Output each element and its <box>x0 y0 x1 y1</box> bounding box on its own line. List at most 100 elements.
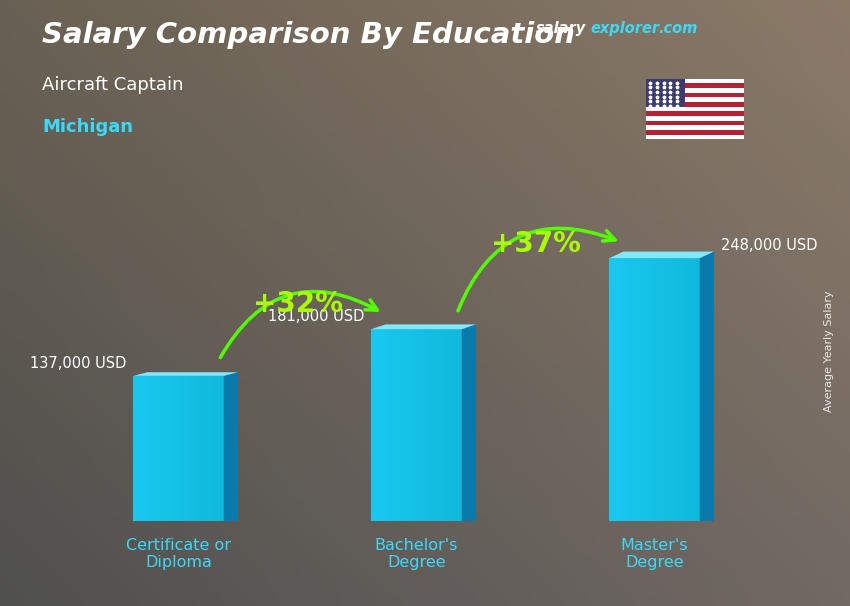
Bar <box>157 376 159 521</box>
Bar <box>149 376 150 521</box>
Bar <box>632 258 633 521</box>
Bar <box>153 376 155 521</box>
Bar <box>438 329 439 521</box>
Bar <box>621 258 623 521</box>
Text: +32%: +32% <box>252 290 343 318</box>
Bar <box>216 376 218 521</box>
Bar <box>650 258 651 521</box>
Bar <box>664 258 665 521</box>
Bar <box>666 258 668 521</box>
Bar <box>662 258 664 521</box>
Bar <box>206 376 207 521</box>
Bar <box>201 376 202 521</box>
Bar <box>646 107 744 112</box>
Bar <box>173 376 174 521</box>
Bar <box>155 376 156 521</box>
Bar <box>456 329 457 521</box>
Bar <box>646 88 744 93</box>
Bar <box>218 376 219 521</box>
Bar <box>382 329 383 521</box>
Bar <box>174 376 175 521</box>
Polygon shape <box>371 324 476 329</box>
Bar <box>210 376 212 521</box>
Bar <box>221 376 222 521</box>
Bar <box>400 329 401 521</box>
Bar <box>422 329 424 521</box>
Bar <box>670 258 672 521</box>
Bar <box>198 376 200 521</box>
Bar <box>676 258 677 521</box>
Bar <box>200 376 201 521</box>
Bar <box>141 376 142 521</box>
Bar <box>614 258 615 521</box>
Bar <box>656 258 658 521</box>
Bar <box>660 258 662 521</box>
Bar <box>625 258 626 521</box>
Bar <box>646 125 744 130</box>
Bar <box>611 258 612 521</box>
Bar <box>454 329 456 521</box>
Bar <box>638 258 639 521</box>
Text: Aircraft Captain: Aircraft Captain <box>42 76 184 94</box>
Bar <box>393 329 394 521</box>
Bar <box>695 258 697 521</box>
Bar <box>409 329 411 521</box>
Bar <box>618 258 620 521</box>
Bar <box>442 329 444 521</box>
Bar <box>376 329 377 521</box>
Bar <box>387 329 388 521</box>
Bar <box>178 376 180 521</box>
Bar <box>144 376 145 521</box>
Bar <box>192 376 194 521</box>
Bar <box>451 329 453 521</box>
Bar <box>374 329 376 521</box>
Bar <box>689 258 691 521</box>
Bar <box>165 376 167 521</box>
Bar <box>139 376 141 521</box>
Bar <box>373 329 374 521</box>
Bar <box>440 329 442 521</box>
Bar <box>446 329 448 521</box>
Bar <box>646 98 744 102</box>
Bar <box>645 258 647 521</box>
Bar <box>647 258 649 521</box>
Bar <box>684 258 686 521</box>
Polygon shape <box>462 324 476 521</box>
Bar <box>646 135 744 139</box>
Bar <box>668 258 670 521</box>
Polygon shape <box>700 251 714 521</box>
Bar <box>377 329 379 521</box>
Bar <box>196 376 198 521</box>
Bar <box>189 376 190 521</box>
Bar <box>156 376 157 521</box>
Bar <box>169 376 171 521</box>
Bar <box>635 258 637 521</box>
Bar <box>168 376 169 521</box>
Bar <box>637 258 638 521</box>
Bar <box>415 329 416 521</box>
Bar <box>385 329 387 521</box>
Bar <box>407 329 409 521</box>
Bar <box>680 258 682 521</box>
Bar <box>686 258 688 521</box>
Bar <box>142 376 144 521</box>
Bar <box>420 329 421 521</box>
Bar <box>136 376 138 521</box>
Bar <box>426 329 427 521</box>
Bar <box>388 329 389 521</box>
Bar <box>412 329 413 521</box>
Bar <box>380 329 382 521</box>
Bar <box>162 376 163 521</box>
Bar <box>212 376 213 521</box>
Bar <box>424 329 426 521</box>
Bar <box>631 258 632 521</box>
Polygon shape <box>224 372 238 521</box>
Bar <box>626 258 627 521</box>
Bar <box>190 376 192 521</box>
Bar <box>183 376 184 521</box>
Bar <box>653 258 655 521</box>
Bar <box>171 376 173 521</box>
Bar <box>649 258 650 521</box>
Bar <box>448 329 450 521</box>
Polygon shape <box>609 251 714 258</box>
